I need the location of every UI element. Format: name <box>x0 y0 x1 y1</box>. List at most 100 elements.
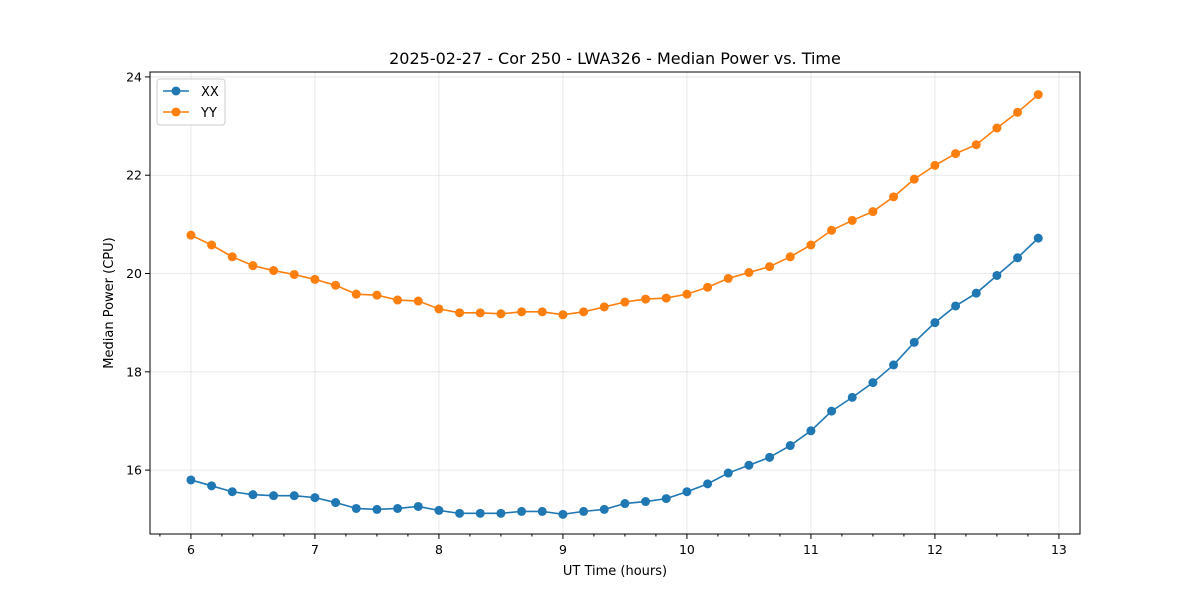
data-point-xx <box>971 288 981 298</box>
data-point-xx <box>765 452 775 462</box>
data-point-yy <box>310 274 320 284</box>
data-point-xx <box>703 479 713 489</box>
data-point-xx <box>806 426 816 436</box>
x-tick-label: 9 <box>559 542 567 557</box>
x-tick-label: 7 <box>311 542 319 557</box>
data-point-yy <box>227 252 237 262</box>
legend-label-xx: XX <box>201 85 219 100</box>
data-point-yy <box>620 297 630 307</box>
data-point-xx <box>393 503 403 513</box>
data-point-xx <box>744 460 754 470</box>
series-xx <box>186 233 1043 519</box>
data-point-yy <box>207 240 217 250</box>
data-point-xx <box>517 506 527 516</box>
data-point-yy <box>765 262 775 272</box>
data-point-yy <box>475 308 485 318</box>
data-point-yy <box>868 207 878 217</box>
data-point-xx <box>909 337 919 347</box>
y-axis-label: Median Power (CPU) <box>102 237 117 368</box>
data-point-xx <box>331 498 341 508</box>
x-tick-label: 6 <box>187 542 195 557</box>
legend-entry-xx: XX <box>163 85 219 100</box>
data-point-yy <box>930 160 940 170</box>
data-point-xx <box>372 504 382 514</box>
data-point-yy <box>393 295 403 305</box>
data-point-xx <box>186 475 196 485</box>
data-point-xx <box>889 360 899 370</box>
data-point-yy <box>951 149 961 159</box>
data-point-yy <box>723 273 733 283</box>
data-point-xx <box>455 508 465 518</box>
x-axis: 6 7 8 9 10 11 12 13 <box>159 534 1067 557</box>
data-point-yy <box>599 302 609 312</box>
data-point-yy <box>889 192 899 202</box>
data-point-yy <box>537 307 547 317</box>
data-point-xx <box>992 270 1002 280</box>
data-point-xx <box>248 490 258 500</box>
data-point-xx <box>641 497 651 507</box>
data-point-yy <box>909 174 919 184</box>
data-point-yy <box>827 225 837 235</box>
data-point-yy <box>806 240 816 250</box>
data-point-yy <box>1033 90 1043 100</box>
data-point-xx <box>207 481 217 491</box>
data-point-yy <box>579 307 589 317</box>
legend-label-yy: YY <box>200 106 217 121</box>
data-point-yy <box>434 304 444 314</box>
legend: XX YY <box>156 78 226 126</box>
data-point-xx <box>827 406 837 416</box>
data-point-xx <box>558 509 568 519</box>
y-axis: 16 18 20 22 24 <box>126 69 150 478</box>
data-point-xx <box>227 487 237 497</box>
data-point-xx <box>1033 233 1043 243</box>
data-point-yy <box>455 308 465 318</box>
data-point-yy <box>186 230 196 240</box>
y-tick-label: 24 <box>126 69 142 84</box>
data-point-yy <box>517 307 527 317</box>
data-point-xx <box>951 301 961 311</box>
data-point-yy <box>703 282 713 292</box>
data-point-yy <box>558 310 568 320</box>
data-point-yy <box>992 123 1002 133</box>
data-point-xx <box>413 501 423 511</box>
data-point-xx <box>269 491 279 501</box>
legend-marker-xx <box>171 86 181 96</box>
data-point-xx <box>661 494 671 504</box>
x-tick-label: 11 <box>803 542 819 557</box>
x-tick-label: 10 <box>679 542 695 557</box>
data-point-xx <box>868 378 878 388</box>
data-point-yy <box>785 252 795 262</box>
x-tick-label: 8 <box>435 542 443 557</box>
data-point-xx <box>537 506 547 516</box>
data-point-xx <box>723 468 733 478</box>
data-point-yy <box>351 289 361 299</box>
data-point-yy <box>496 309 506 319</box>
data-point-yy <box>641 294 651 304</box>
data-point-yy <box>847 215 857 225</box>
data-point-xx <box>620 499 630 509</box>
data-point-yy <box>1013 107 1023 117</box>
plot-area-frame <box>149 71 1081 535</box>
data-point-yy <box>971 140 981 150</box>
data-point-yy <box>331 280 341 290</box>
legend-entry-yy: YY <box>163 106 217 121</box>
y-tick-label: 22 <box>126 168 142 183</box>
x-axis-label: UT Time (hours) <box>563 564 667 579</box>
grid-layer <box>150 72 1080 534</box>
y-tick-label: 16 <box>126 463 142 478</box>
data-point-yy <box>744 268 754 278</box>
series-layer <box>186 90 1043 519</box>
data-point-xx <box>475 508 485 518</box>
data-point-yy <box>269 266 279 276</box>
data-point-xx <box>310 493 320 503</box>
y-tick-label: 18 <box>126 364 142 379</box>
data-point-xx <box>1013 253 1023 263</box>
x-tick-label: 13 <box>1051 542 1067 557</box>
data-point-yy <box>289 269 299 279</box>
data-point-xx <box>682 487 692 497</box>
chart-title: 2025-02-27 - Cor 250 - LWA326 - Median P… <box>389 49 841 68</box>
data-point-yy <box>413 296 423 306</box>
data-point-xx <box>351 503 361 513</box>
data-point-yy <box>248 261 258 271</box>
